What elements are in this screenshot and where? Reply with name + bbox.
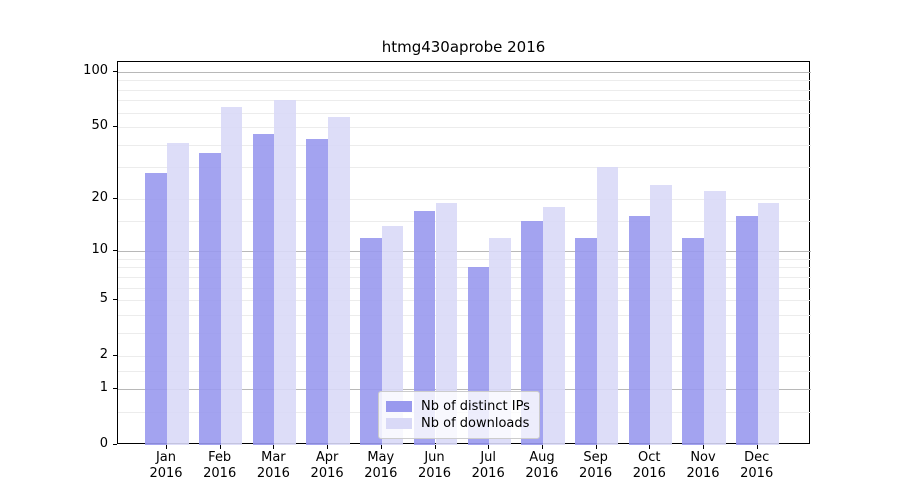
- x-tick-mark: [166, 445, 167, 449]
- bar-nb-of-distinct-ips: [306, 138, 329, 445]
- legend-label: Nb of distinct IPs: [421, 399, 530, 414]
- bar-nb-of-distinct-ips: [574, 237, 597, 445]
- plot-area: [117, 61, 811, 445]
- y-tick-mark: [113, 299, 117, 301]
- y-tick-mark: [113, 387, 117, 389]
- bar-nb-of-distinct-ips: [736, 215, 758, 445]
- x-tick-mark: [649, 445, 651, 449]
- bar-nb-of-downloads: [596, 167, 619, 445]
- y-tick-mark: [113, 250, 117, 252]
- y-tick-label: 0: [99, 436, 108, 451]
- bar-nb-of-distinct-ips: [682, 237, 704, 445]
- gridline-minor: [118, 198, 811, 200]
- bar-nb-of-distinct-ips: [252, 133, 275, 445]
- bar-nb-of-downloads: [328, 116, 350, 445]
- gridline-minor: [118, 89, 811, 91]
- x-tick-label: Nov 2016: [686, 450, 720, 481]
- y-tick-label: 1: [99, 379, 108, 395]
- gridline-minor: [118, 220, 811, 222]
- bar-nb-of-distinct-ips: [628, 215, 651, 445]
- gridline-minor: [118, 127, 811, 129]
- bar-nb-of-downloads: [435, 202, 458, 445]
- bar-nb-of-downloads: [704, 191, 726, 445]
- legend-item: Nb of downloads: [386, 415, 530, 432]
- gridline-minor: [118, 356, 811, 358]
- bar-nb-of-downloads: [757, 202, 780, 445]
- gridline-minor: [118, 167, 811, 169]
- bar-nb-of-distinct-ips: [145, 172, 167, 445]
- chart-title: htmg430aprobe 2016: [381, 38, 546, 56]
- gridline-minor: [118, 300, 811, 302]
- x-tick-label: Feb 2016: [203, 450, 237, 481]
- x-tick-mark: [756, 445, 758, 449]
- x-tick-label: Aug 2016: [525, 450, 559, 481]
- x-tick-label: Jun 2016: [417, 450, 452, 481]
- y-tick-mark: [113, 355, 117, 357]
- gridline-minor: [118, 276, 811, 278]
- x-tick-label: May 2016: [364, 450, 398, 481]
- x-tick-mark: [327, 445, 329, 449]
- gridline-minor: [118, 332, 811, 334]
- x-tick-mark: [541, 445, 543, 449]
- gridline-minor: [118, 267, 811, 269]
- x-tick-mark: [219, 445, 221, 449]
- x-tick-mark: [380, 445, 382, 449]
- gridline-major: [118, 251, 811, 253]
- legend-label: Nb of downloads: [421, 416, 530, 431]
- bar-nb-of-downloads: [650, 184, 672, 445]
- x-tick-label: Jan 2016: [149, 450, 183, 481]
- gridline-minor: [118, 370, 811, 372]
- bar-nb-of-distinct-ips: [413, 211, 436, 445]
- x-tick-label: Oct 2016: [632, 450, 666, 481]
- y-tick-label: 50: [91, 118, 108, 134]
- bar-nb-of-distinct-ips: [199, 153, 221, 445]
- x-tick-label: Apr 2016: [310, 450, 344, 481]
- y-tick-label: 5: [99, 291, 108, 307]
- legend-swatch-icon: [386, 418, 412, 429]
- y-tick-label: 2: [99, 347, 108, 363]
- bar-nb-of-downloads: [220, 107, 243, 445]
- bar-nb-of-distinct-ips: [360, 237, 382, 445]
- gridline-major: [118, 388, 811, 390]
- x-tick-mark: [703, 445, 704, 449]
- x-tick-mark: [273, 445, 275, 449]
- bar-nb-of-downloads: [167, 142, 189, 445]
- x-tick-label: Dec 2016: [740, 450, 774, 481]
- gridline-minor: [118, 112, 811, 114]
- x-tick-label: Jul 2016: [471, 450, 505, 481]
- y-tick-label: 10: [91, 242, 108, 258]
- y-tick-mark: [113, 70, 117, 72]
- bar-nb-of-downloads: [274, 100, 297, 445]
- gridline-minor: [118, 314, 811, 316]
- x-tick-mark: [434, 445, 436, 449]
- gridline-minor: [118, 287, 811, 289]
- legend: Nb of distinct IPs Nb of downloads: [378, 391, 540, 439]
- x-tick-label: Sep 2016: [579, 450, 613, 481]
- gridline-minor: [118, 144, 811, 146]
- x-tick-mark: [488, 445, 490, 449]
- gridline-minor: [118, 258, 811, 260]
- bar-nb-of-downloads: [381, 226, 404, 445]
- legend-item: Nb of distinct IPs: [386, 398, 530, 415]
- gridline-major: [118, 71, 811, 73]
- gridline-minor: [118, 100, 811, 102]
- y-tick-mark: [113, 126, 117, 128]
- y-tick-mark: [113, 197, 117, 199]
- x-tick-mark: [595, 445, 597, 449]
- y-tick-label: 20: [91, 189, 108, 205]
- y-tick-mark: [113, 444, 117, 445]
- bar-nb-of-distinct-ips: [521, 220, 543, 445]
- x-tick-label: Mar 2016: [256, 450, 290, 481]
- legend-swatch-icon: [386, 401, 412, 412]
- bar-nb-of-downloads: [542, 206, 565, 445]
- gridline-minor: [118, 80, 811, 82]
- y-tick-label: 100: [83, 62, 108, 78]
